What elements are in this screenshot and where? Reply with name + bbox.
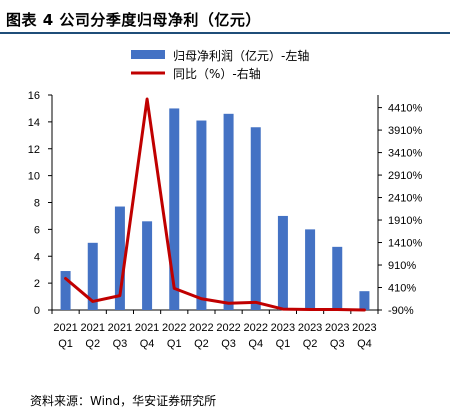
x-tick-label-quarter: Q2 — [194, 338, 209, 350]
y-left-tick-label: 8 — [34, 198, 40, 210]
x-tick-label-year: 2022 — [162, 322, 186, 334]
y-left-tick-label: 0 — [34, 305, 40, 317]
bar — [114, 206, 125, 310]
x-tick-label-quarter: Q1 — [167, 338, 182, 350]
line-point — [92, 300, 94, 302]
y-left-tick-label: 14 — [28, 117, 40, 129]
line-point — [146, 98, 148, 100]
y-right-tick-label: 2410% — [388, 193, 422, 205]
x-tick-label-quarter: Q2 — [85, 338, 100, 350]
y-right-tick-label: 2910% — [388, 170, 422, 182]
y-right-tick-label: 1910% — [388, 215, 422, 227]
bar — [87, 242, 98, 310]
line-point — [282, 308, 284, 310]
x-tick-label-quarter: Q4 — [140, 338, 155, 350]
line-point — [173, 287, 175, 289]
x-tick-label-year: 2023 — [298, 322, 322, 334]
chart-title: 图表 4 公司分季度归母净利（亿元） — [6, 11, 261, 29]
x-tick-label-year: 2022 — [216, 322, 240, 334]
x-tick-label-year: 2021 — [53, 322, 77, 334]
bar — [305, 229, 316, 310]
bar — [277, 215, 288, 310]
y-right-tick-label: 410% — [388, 283, 416, 295]
line-point — [65, 278, 67, 280]
x-tick-label-year: 2023 — [352, 322, 376, 334]
bar — [223, 113, 234, 310]
y-right-tick-label: 4410% — [388, 103, 422, 115]
bar — [196, 120, 207, 310]
x-tick-label-year: 2021 — [135, 322, 159, 334]
line-point — [200, 298, 202, 300]
line-point — [363, 309, 365, 311]
y-right-tick-label: 910% — [388, 260, 416, 272]
line-point — [228, 302, 230, 304]
bar-series — [60, 108, 370, 310]
legend-line-label: 同比（%）-右轴 — [173, 66, 261, 81]
x-tick-label-quarter: Q1 — [276, 338, 291, 350]
bar — [250, 127, 261, 310]
x-tick-label-year: 2023 — [271, 322, 295, 334]
x-tick-label-quarter: Q3 — [221, 338, 236, 350]
bar — [359, 291, 370, 310]
y-left-tick-label: 4 — [34, 251, 40, 263]
x-tick-label-year: 2023 — [325, 322, 349, 334]
line-point — [309, 309, 311, 311]
x-tick-label-year: 2022 — [189, 322, 213, 334]
legend-bar-label: 归母净利润（亿元）-左轴 — [173, 48, 309, 63]
x-tick-label-year: 2022 — [244, 322, 268, 334]
y-right-tick-label: -90% — [388, 305, 414, 317]
x-tick-label-quarter: Q1 — [58, 338, 73, 350]
y-left-tick-label: 6 — [34, 224, 40, 236]
y-left-tick-label: 16 — [28, 90, 40, 102]
line-point — [255, 301, 257, 303]
line-series — [64, 97, 366, 312]
title-underline — [0, 32, 450, 34]
bar — [60, 271, 71, 310]
line-path — [64, 97, 366, 312]
x-tick-label-year: 2021 — [108, 322, 132, 334]
bar — [332, 246, 343, 310]
x-tick-label-quarter: Q3 — [113, 338, 128, 350]
x-tick-label-quarter: Q4 — [357, 338, 372, 350]
y-right-tick-label: 3910% — [388, 125, 422, 137]
axes: 0 2 4 6 8 10 12 14 16 -90% 410% 910% 1410% 1910% 2410%… — [28, 90, 423, 350]
y-left-tick-label: 10 — [28, 171, 40, 183]
legend-bar-swatch — [131, 50, 165, 59]
x-tick-label-quarter: Q2 — [303, 338, 318, 350]
bar — [142, 221, 153, 310]
x-tick-label-year: 2021 — [81, 322, 105, 334]
y-left-tick-label: 2 — [34, 278, 40, 290]
y-right-tick-label: 1410% — [388, 238, 422, 250]
line-point — [336, 309, 338, 311]
x-tick-label-quarter: Q3 — [330, 338, 345, 350]
y-right-tick-label: 3410% — [388, 148, 422, 160]
x-tick-label-quarter: Q4 — [248, 338, 263, 350]
legend: 归母净利润（亿元）-左轴 同比（%）-右轴 — [131, 48, 309, 81]
y-left-tick-label: 12 — [28, 144, 40, 156]
bar — [169, 108, 180, 310]
line-point — [119, 295, 121, 297]
